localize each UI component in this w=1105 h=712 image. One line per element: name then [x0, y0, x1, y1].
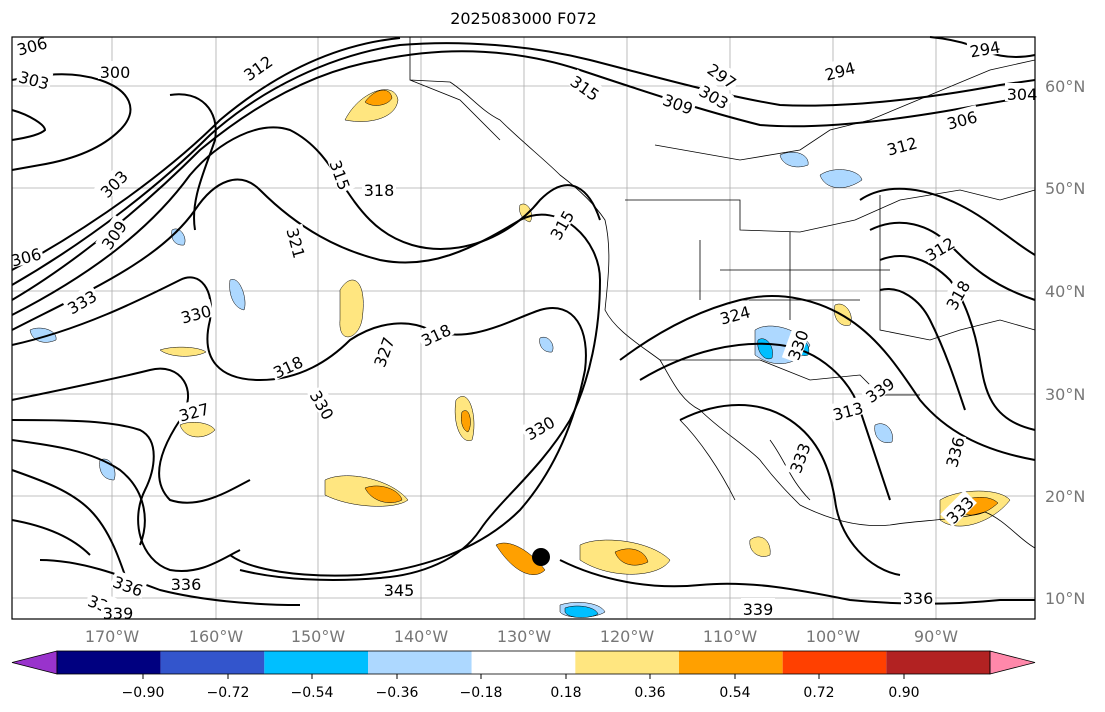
latitude-label: 40°N	[1045, 282, 1085, 301]
latitude-label: 50°N	[1045, 179, 1085, 198]
fill-patch	[229, 279, 246, 311]
colorbar: −0.90 −0.72 −0.54 −0.36 −0.18 0.18 0.36 0.54 0.7…	[11, 650, 1036, 701]
longitude-label: 160°W	[189, 627, 244, 646]
fill-patch	[179, 422, 216, 438]
contour-label: 300	[100, 63, 131, 82]
colorbar-segment	[57, 651, 161, 674]
contour-label: 304	[1007, 85, 1038, 104]
contour-label: 336	[903, 589, 934, 608]
contour-label: 336	[171, 575, 202, 594]
map-title: 2025083000 F072	[450, 9, 597, 28]
longitude-label: 150°W	[291, 627, 346, 646]
fill-patch	[159, 346, 207, 357]
contours	[11, 36, 1036, 606]
latitude-label: 20°N	[1045, 487, 1085, 506]
storm-position-dot	[532, 548, 550, 566]
colorbar-tick-label: 0.54	[719, 685, 750, 701]
longitude-label: 90°W	[914, 627, 958, 646]
colorbar-segment	[679, 651, 783, 674]
longitude-label: 100°W	[806, 627, 861, 646]
colorbar-extend-low	[11, 650, 58, 675]
colorbar-tick-label: 0.18	[550, 685, 581, 701]
colorbar-segment	[264, 651, 368, 674]
fill-patch	[749, 536, 771, 557]
contour-label: 345	[384, 581, 415, 600]
colorbar-segment	[368, 651, 472, 674]
latitude-labels: 60°N 50°N 40°N 30°N 20°N 10°N	[1045, 77, 1085, 608]
colorbar-segment	[160, 651, 265, 674]
longitude-label: 120°W	[600, 627, 655, 646]
colorbar-segment	[575, 651, 679, 674]
coastlines	[409, 37, 1036, 549]
fill-patch	[339, 279, 364, 338]
colorbar-segment	[782, 651, 887, 674]
colorbar-segment	[886, 651, 990, 674]
fill-patch	[614, 548, 649, 566]
colorbar-extend-high	[989, 650, 1036, 675]
fill-patch	[874, 423, 893, 443]
colorbar-tick-label: −0.72	[207, 685, 250, 701]
fill-patch	[495, 542, 546, 575]
contour-label: 339	[743, 600, 774, 619]
fill-patch	[819, 169, 863, 188]
fill-patch	[564, 605, 599, 618]
colorbar-tick-label: 0.72	[803, 685, 834, 701]
longitude-label: 140°W	[394, 627, 449, 646]
colorbar-tick-label: −0.54	[291, 685, 334, 701]
latitude-label: 10°N	[1045, 589, 1085, 608]
latitude-label: 60°N	[1045, 77, 1085, 96]
latitude-label: 30°N	[1045, 385, 1085, 404]
colorbar-tick-label: −0.90	[122, 685, 165, 701]
fill-patch	[461, 410, 471, 433]
contour-label: 318	[364, 181, 395, 200]
colorbar-tick-label: 0.90	[888, 685, 919, 701]
fill-patch	[364, 90, 393, 106]
colorbar-tick-label: 0.36	[634, 685, 665, 701]
fill-patch	[364, 485, 403, 503]
fill-patch	[779, 151, 809, 168]
contour-label: 339	[103, 604, 134, 623]
longitude-label: 110°W	[703, 627, 758, 646]
fill-patch	[539, 336, 554, 353]
longitude-label: 130°W	[497, 627, 552, 646]
graticule	[12, 37, 1035, 619]
longitude-label: 170°W	[85, 627, 140, 646]
colorbar-segment	[471, 651, 576, 674]
colorbar-tick-label: −0.18	[460, 685, 503, 701]
longitude-labels: 170°W 160°W 150°W 140°W 130°W 120°W 110°W 100°W…	[85, 627, 958, 646]
colorbar-tick-label: −0.36	[376, 685, 419, 701]
